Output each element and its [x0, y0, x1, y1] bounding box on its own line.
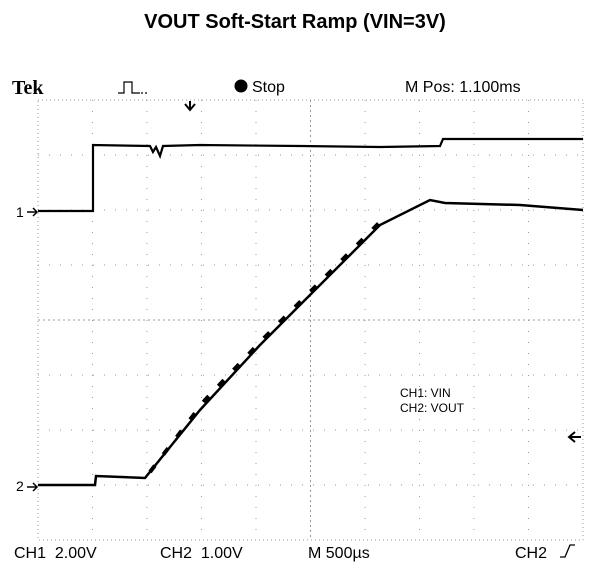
ch1-marker: 1: [16, 204, 24, 220]
brand: Tek: [12, 77, 44, 99]
ch2-marker-arrow: [27, 483, 37, 491]
legend-entry: CH1: VIN: [400, 386, 451, 400]
trigger-source: CH2: [515, 545, 547, 562]
graticule: [38, 100, 583, 540]
acq-icon: [118, 82, 147, 93]
ch2-trace: [38, 200, 583, 485]
status: Stop: [252, 79, 285, 96]
stop-dot: [235, 80, 248, 93]
position: M Pos: 1.100ms: [405, 79, 521, 96]
ch2-scale: CH2 1.00V: [160, 545, 243, 562]
trigger-level-arrow: [569, 432, 581, 442]
ch1-marker-arrow: [27, 208, 37, 216]
legend-entry: CH2: VOUT: [400, 401, 465, 415]
trigger-pos-arrow: [185, 101, 195, 110]
ch2-marker: 2: [16, 478, 24, 494]
time-scale: M 500µs: [308, 545, 370, 562]
screenshot: VOUT Soft-Start Ramp (VIN=3V) Tek Stop M…: [0, 0, 591, 565]
title: VOUT Soft-Start Ramp (VIN=3V): [144, 11, 446, 33]
trigger-slope: [560, 545, 575, 557]
ch1-scale: CH1 2.00V: [14, 545, 97, 562]
